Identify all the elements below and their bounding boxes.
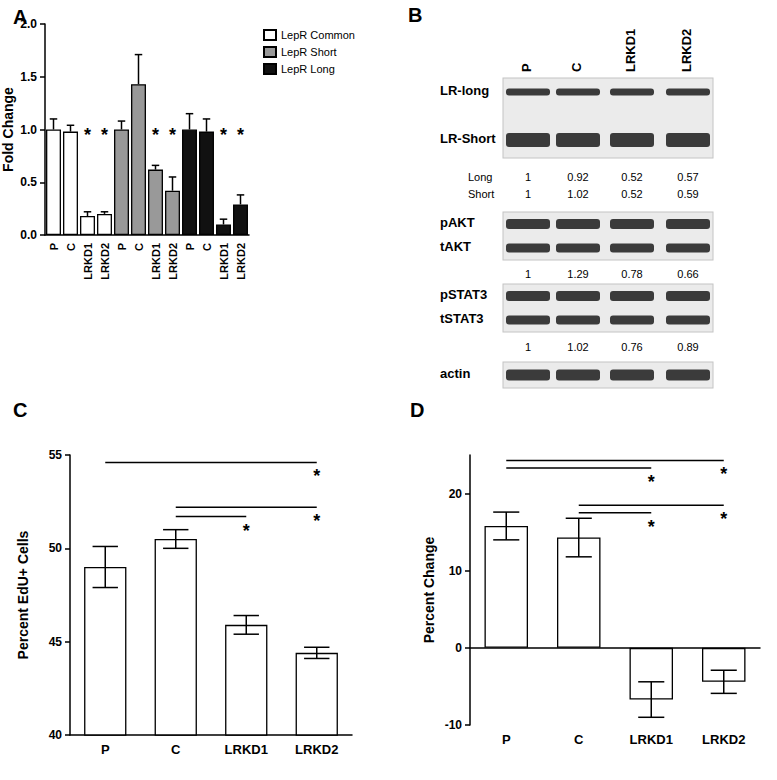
svg-text:-10: -10 [445, 718, 463, 732]
svg-text:0: 0 [455, 641, 462, 655]
svg-text:LRKD1: LRKD1 [630, 732, 673, 747]
svg-text:50: 50 [49, 541, 63, 555]
svg-text:LRKD1: LRKD1 [218, 243, 230, 280]
svg-text:*: * [101, 125, 108, 145]
svg-text:LRKD1: LRKD1 [82, 243, 94, 280]
svg-text:*: * [84, 125, 91, 145]
svg-text:0.66: 0.66 [677, 268, 698, 280]
svg-text:Percent Change: Percent Change [421, 536, 437, 643]
svg-text:C: C [65, 243, 77, 251]
svg-text:P: P [116, 243, 128, 250]
svg-text:LepR Short: LepR Short [281, 46, 337, 58]
svg-text:1: 1 [525, 188, 531, 200]
svg-text:LRKD2: LRKD2 [679, 29, 694, 72]
svg-text:*: * [220, 125, 227, 145]
svg-text:20: 20 [449, 487, 463, 501]
svg-text:LRKD2: LRKD2 [167, 243, 179, 280]
svg-text:1.02: 1.02 [567, 188, 588, 200]
svg-text:0.59: 0.59 [677, 188, 698, 200]
svg-text:1.5: 1.5 [20, 70, 37, 84]
svg-text:LRKD1: LRKD1 [623, 29, 638, 72]
svg-text:P: P [519, 63, 534, 72]
svg-text:LepR Common: LepR Common [281, 29, 355, 41]
svg-text:2.0: 2.0 [20, 17, 37, 31]
svg-text:*: * [169, 125, 176, 145]
svg-text:1: 1 [525, 171, 531, 183]
svg-text:*: * [313, 511, 320, 531]
svg-text:pSTAT3: pSTAT3 [440, 287, 487, 302]
svg-text:Percent EdU+ Cells: Percent EdU+ Cells [15, 530, 31, 659]
svg-text:C: C [171, 742, 181, 757]
svg-text:*: * [152, 125, 159, 145]
svg-text:Long: Long [468, 171, 492, 183]
svg-text:0.57: 0.57 [677, 171, 698, 183]
svg-text:LRKD1: LRKD1 [225, 742, 268, 757]
svg-text:*: * [313, 466, 320, 486]
svg-text:P: P [48, 243, 60, 250]
svg-text:C: C [133, 243, 145, 251]
svg-text:0.52: 0.52 [621, 188, 642, 200]
svg-text:C: C [574, 732, 584, 747]
svg-text:actin: actin [440, 366, 470, 381]
svg-text:LepR Long: LepR Long [281, 63, 335, 75]
svg-text:40: 40 [49, 728, 63, 742]
svg-text:1.02: 1.02 [567, 341, 588, 353]
svg-text:LR-Short: LR-Short [440, 131, 496, 146]
svg-text:A: A [13, 6, 27, 28]
svg-text:1.0: 1.0 [20, 123, 37, 137]
svg-text:*: * [720, 464, 727, 484]
svg-text:1: 1 [525, 268, 531, 280]
svg-text:D: D [410, 399, 424, 421]
svg-text:45: 45 [49, 635, 63, 649]
svg-text:P: P [502, 732, 511, 747]
svg-text:B: B [408, 4, 422, 26]
svg-text:*: * [648, 472, 655, 492]
svg-text:tAKT: tAKT [440, 239, 471, 254]
svg-text:LRKD1: LRKD1 [150, 243, 162, 280]
svg-text:*: * [243, 521, 250, 541]
svg-text:0.5: 0.5 [20, 175, 37, 189]
svg-text:LRKD2: LRKD2 [702, 732, 745, 747]
svg-text:10: 10 [449, 564, 463, 578]
svg-text:*: * [720, 509, 727, 529]
svg-text:1.29: 1.29 [567, 268, 588, 280]
svg-text:0.0: 0.0 [20, 228, 37, 242]
svg-text:C: C [13, 399, 27, 421]
svg-text:0.89: 0.89 [677, 341, 698, 353]
svg-text:LRKD2: LRKD2 [235, 243, 247, 280]
svg-text:0.76: 0.76 [621, 341, 642, 353]
svg-text:*: * [648, 517, 655, 537]
svg-text:*: * [237, 125, 244, 145]
svg-text:Fold Change: Fold Change [0, 87, 16, 172]
svg-text:LRKD2: LRKD2 [99, 243, 111, 280]
svg-text:55: 55 [49, 448, 63, 462]
svg-text:LRKD2: LRKD2 [295, 742, 338, 757]
svg-text:0.92: 0.92 [567, 171, 588, 183]
svg-text:0.78: 0.78 [621, 268, 642, 280]
svg-text:C: C [201, 243, 213, 251]
svg-text:P: P [184, 243, 196, 250]
svg-text:0.52: 0.52 [621, 171, 642, 183]
svg-text:P: P [101, 742, 110, 757]
svg-text:Short: Short [468, 188, 494, 200]
svg-text:tSTAT3: tSTAT3 [440, 311, 484, 326]
svg-text:1: 1 [525, 341, 531, 353]
svg-text:pAKT: pAKT [440, 215, 475, 230]
svg-text:C: C [569, 62, 584, 72]
svg-text:LR-long: LR-long [440, 83, 489, 98]
